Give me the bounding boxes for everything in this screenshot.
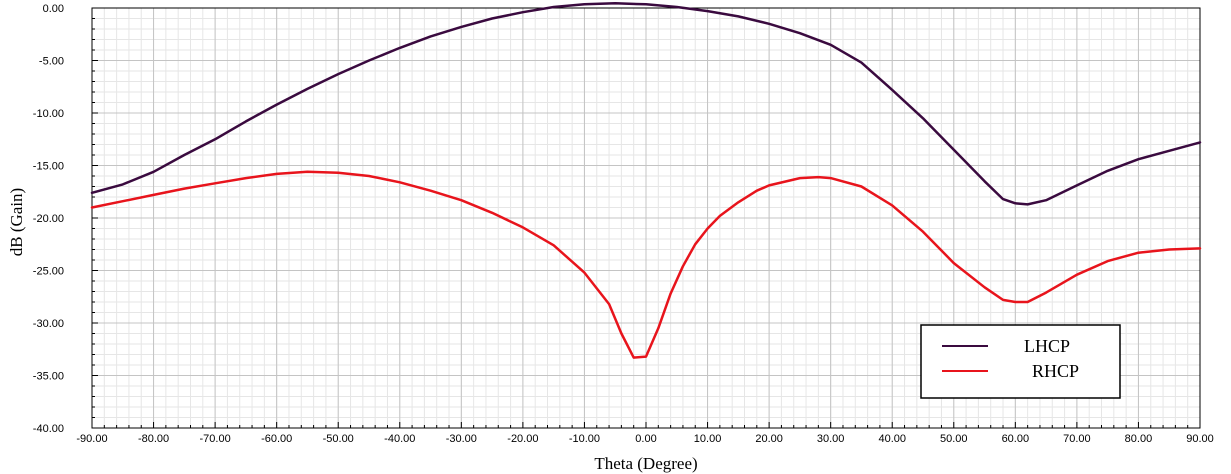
x-tick-label: 20.00 (755, 433, 783, 445)
y-tick-label: -20.00 (33, 213, 64, 225)
x-tick-label: -40.00 (384, 433, 415, 445)
legend: LHCP RHCP (920, 324, 1121, 399)
x-tick-label: 90.00 (1186, 433, 1214, 445)
x-tick-label: -50.00 (323, 433, 354, 445)
x-tick-label: -60.00 (261, 433, 292, 445)
y-axis-title: dB (Gain) (7, 188, 26, 256)
x-tick-label: -30.00 (446, 433, 477, 445)
x-tick-label: 40.00 (878, 433, 906, 445)
y-tick-label: -15.00 (33, 161, 64, 173)
series-line-lhcp (90, 2, 1202, 206)
x-tick-label: -70.00 (200, 433, 231, 445)
legend-label-rhcp: RHCP (1032, 361, 1079, 381)
x-axis-title: Theta (Degree) (594, 454, 697, 473)
x-tick-label: 30.00 (817, 433, 845, 445)
x-tick-label: -80.00 (138, 433, 169, 445)
y-tick-label: -5.00 (39, 56, 64, 68)
y-tick-label: -35.00 (33, 371, 64, 383)
x-tick-label: -90.00 (76, 433, 107, 445)
x-tick-label: 80.00 (1125, 433, 1153, 445)
y-tick-label: -10.00 (33, 108, 64, 120)
x-tick-labels: -90.00 -80.00 -70.00 -60.00 -50.00 -40.00 -30.… (76, 433, 1213, 445)
x-tick-label: 60.00 (1002, 433, 1030, 445)
x-tick-label: 50.00 (940, 433, 968, 445)
y-tick-label: 0.00 (43, 3, 64, 15)
series-lines (90, 2, 1202, 359)
series-line-rhcp (90, 170, 1202, 359)
y-tick-label: -25.00 (33, 266, 64, 278)
axis-tick-marks (91, 7, 1201, 429)
x-tick-label: -10.00 (569, 433, 600, 445)
y-tick-labels: 0.00 -5.00 -10.00 -15.00 -20.00 -25.00 -30.00 -… (33, 3, 64, 435)
x-tick-label: 70.00 (1063, 433, 1091, 445)
x-tick-label: -20.00 (507, 433, 538, 445)
x-tick-label: 10.00 (694, 433, 722, 445)
y-tick-label: -40.00 (33, 423, 64, 435)
y-tick-label: -30.00 (33, 318, 64, 330)
x-tick-label: 0.00 (635, 433, 656, 445)
legend-label-lhcp: LHCP (1024, 336, 1070, 356)
legend-box (920, 324, 1121, 399)
